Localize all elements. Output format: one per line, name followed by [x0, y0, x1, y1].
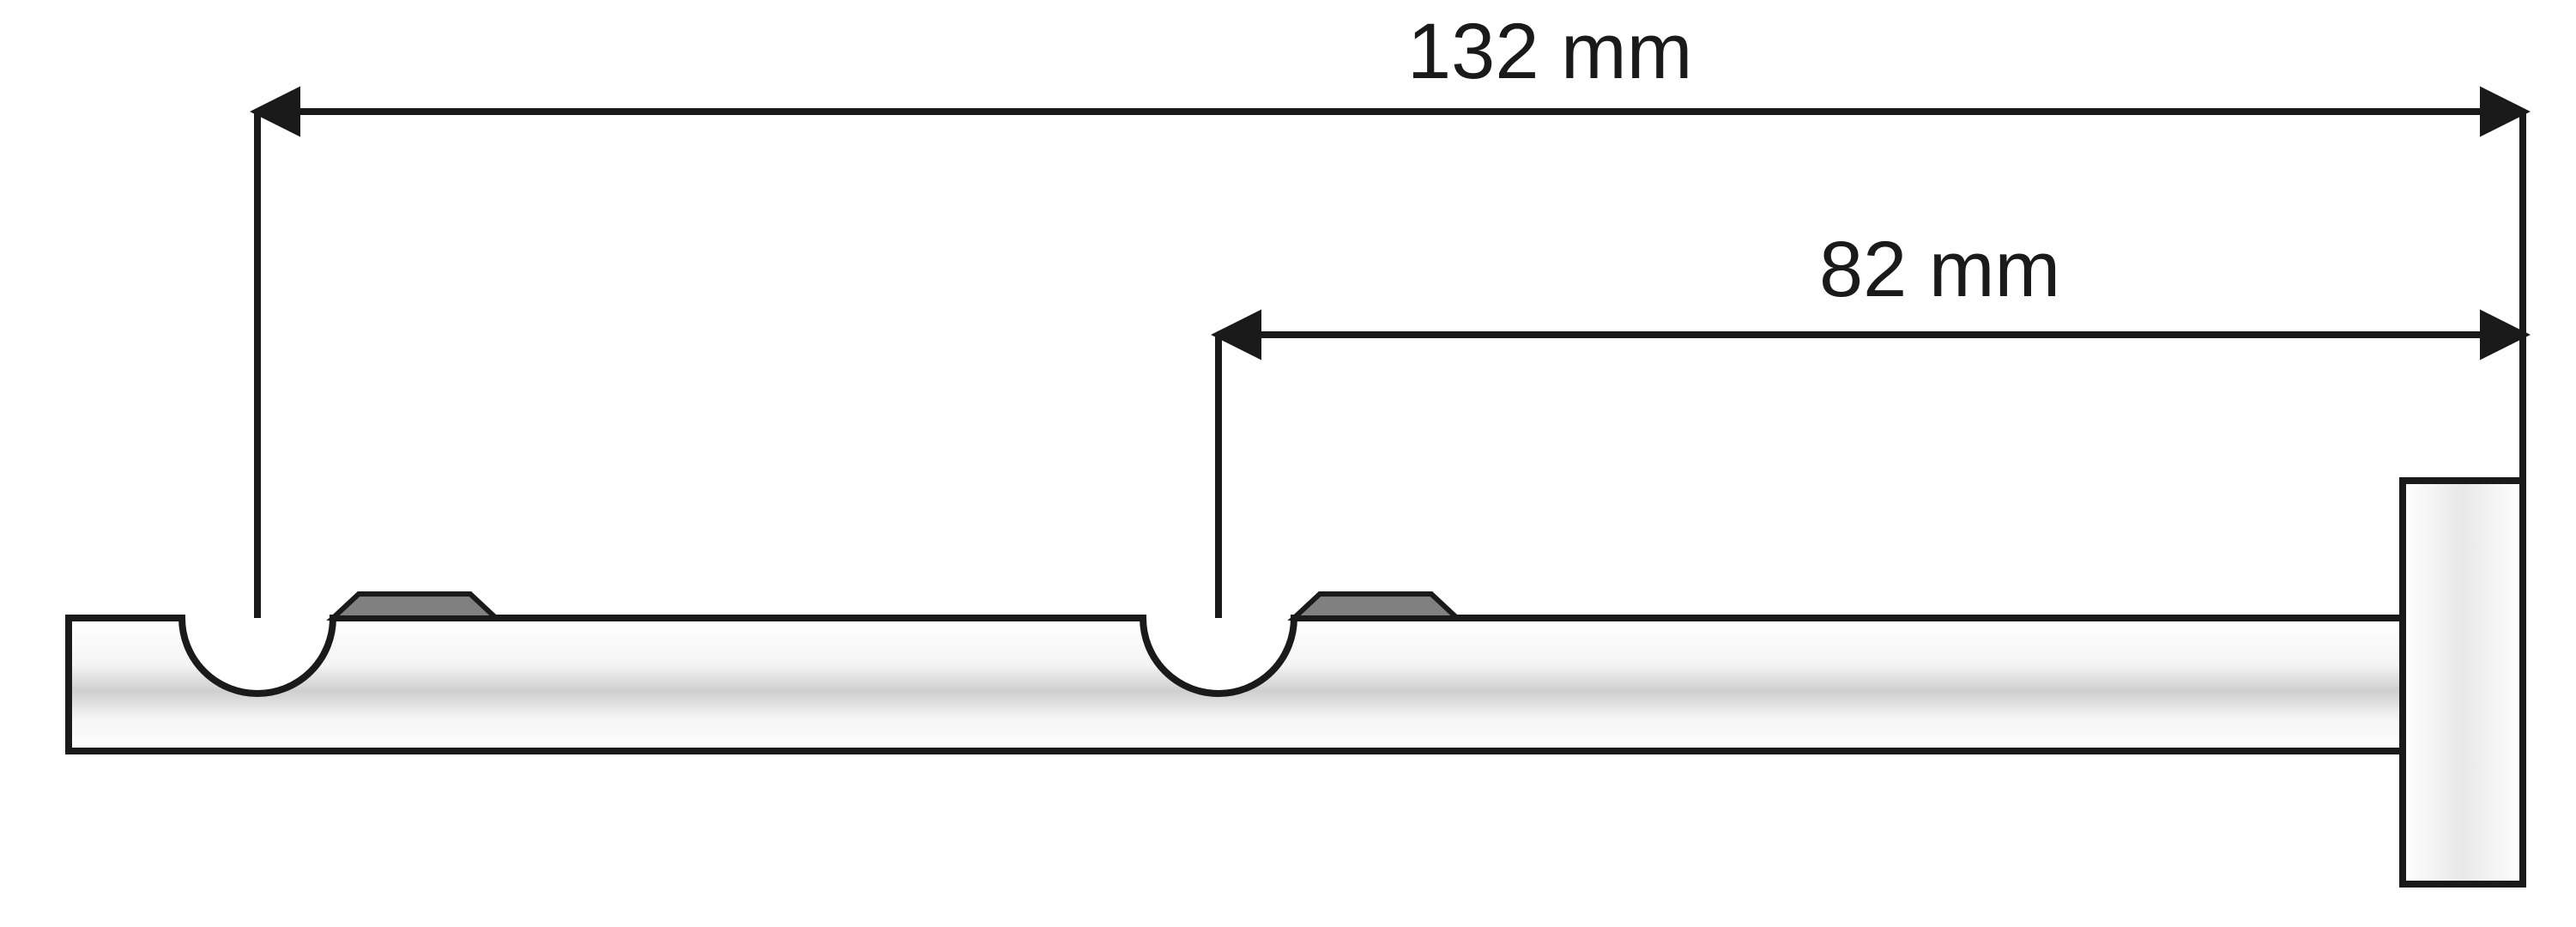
technical-drawing: 132 mm 82 mm: [0, 0, 2576, 927]
dimension-label-82: 82 mm: [1819, 225, 2060, 315]
lock-screw-2: [1294, 594, 1457, 618]
lock-screw-1: [333, 594, 496, 618]
dimension-82mm: [1218, 112, 2523, 618]
dimension-132mm: [257, 92, 2523, 618]
end-plate: [2403, 481, 2523, 884]
dimension-label-132: 132 mm: [1407, 7, 1692, 97]
drawing-svg: [0, 0, 2576, 927]
bracket-bar: [69, 618, 2403, 751]
